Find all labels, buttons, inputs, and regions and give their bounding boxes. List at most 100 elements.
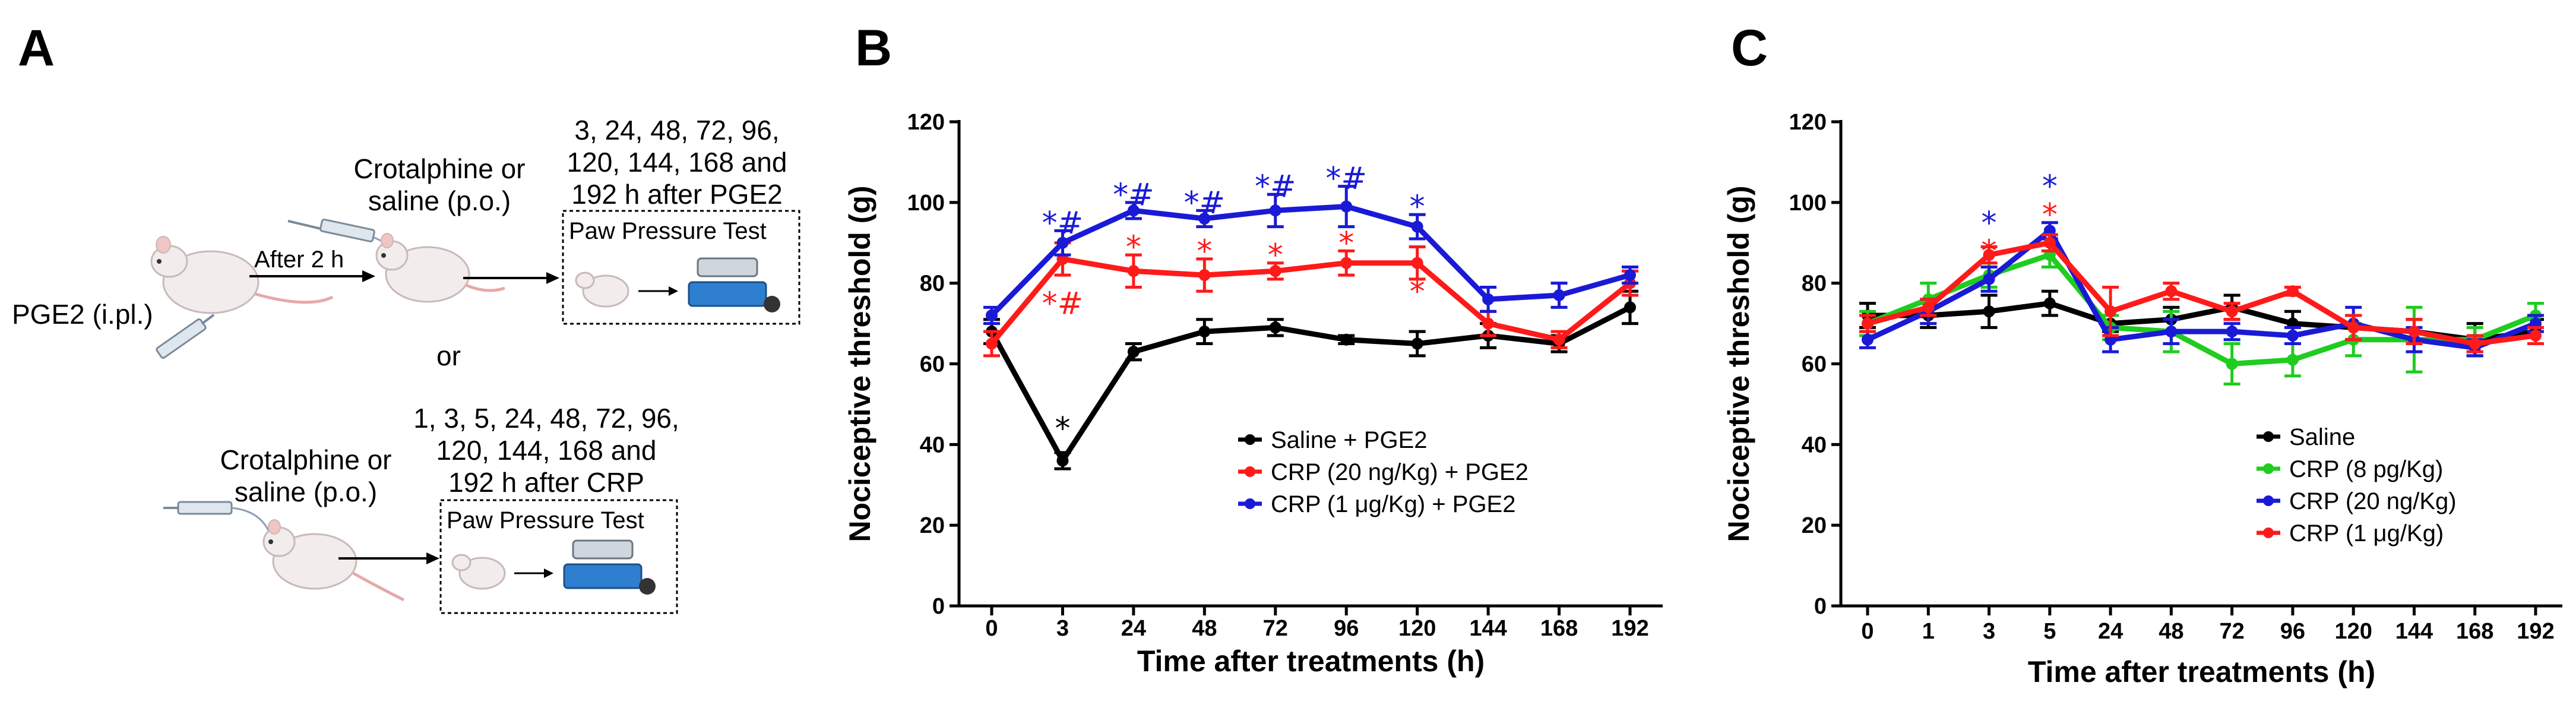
- y-tick-label: 80: [1802, 271, 1827, 296]
- x-tick-label: 0: [985, 616, 998, 641]
- top-drug-line-1: Crotalphine or: [354, 153, 526, 184]
- significance-marker: *: [1982, 233, 1997, 269]
- data-point: [2165, 285, 2178, 298]
- to-test-arrowhead: [546, 272, 559, 284]
- data-point: [1553, 289, 1565, 302]
- pge2-label: PGE2 (i.pl.): [12, 299, 153, 330]
- mouse-icon: [451, 554, 506, 590]
- x-tick-label: 192: [2517, 619, 2554, 644]
- mouse-icon: [575, 271, 629, 308]
- data-point: [1411, 220, 1423, 233]
- y-tick-label: 100: [907, 191, 945, 216]
- data-point: [1482, 317, 1495, 330]
- pge2-syringe-icon: [156, 314, 215, 359]
- series-line: [1866, 228, 2537, 350]
- y-tick-label: 40: [920, 432, 945, 457]
- data-point: [1624, 301, 1636, 314]
- oral-syringe-icon: [163, 501, 271, 535]
- significance-marker: *: [1268, 238, 1283, 273]
- series-line: [1866, 240, 2536, 347]
- bottom-drug-line-2: saline (p.o.): [235, 476, 377, 507]
- y-tick-label: 40: [1802, 432, 1827, 457]
- data-point: [1127, 265, 1140, 277]
- x-tick-label: 168: [1540, 616, 1578, 641]
- bottom-timing-line-2: 120, 144, 168 and: [436, 435, 657, 466]
- data-point: [2286, 353, 2299, 366]
- bottom-paw-pressure-label: Paw Pressure Test: [447, 507, 644, 533]
- data-point: [1624, 269, 1636, 282]
- significance-marker: *: [1410, 274, 1425, 309]
- data-point: [2469, 337, 2481, 350]
- x-tick-label: 144: [1469, 616, 1507, 641]
- data-point: [1269, 265, 1281, 277]
- after-2h-label: After 2 h: [254, 247, 344, 273]
- y-tick-label: 120: [907, 110, 945, 135]
- data-point: [1340, 333, 1353, 346]
- data-point: [2286, 329, 2299, 342]
- x-tick-label: 120: [1398, 616, 1436, 641]
- significance-marker: *#: [1325, 161, 1367, 197]
- x-tick-label: 24: [1121, 616, 1146, 641]
- series-line: [989, 204, 1631, 318]
- y-axis-title: Nociceptive threshold (g): [1722, 185, 1755, 542]
- legend-swatch-marker: [2263, 528, 2274, 538]
- legend-swatch-marker: [1245, 498, 1255, 509]
- panel-a-letter: A: [18, 20, 55, 77]
- bottom-drug-line-1: Crotalphine or: [220, 444, 392, 475]
- top-timing-line-3: 192 h after PGE2: [571, 179, 782, 210]
- y-tick-label: 80: [920, 271, 945, 296]
- legend-swatch-marker: [2263, 463, 2274, 474]
- data-point: [1411, 337, 1423, 350]
- y-tick-label: 100: [1789, 191, 1827, 216]
- significance-marker: *: [1197, 233, 1212, 269]
- data-point: [1269, 204, 1281, 217]
- x-tick-label: 72: [2219, 619, 2244, 644]
- data-point: [2043, 236, 2056, 249]
- series-line: [989, 256, 1632, 346]
- significance-marker: *: [2042, 197, 2058, 233]
- or-label: or: [436, 340, 461, 371]
- significance-marker: *: [1126, 230, 1141, 266]
- legend-label: CRP (20 ng/Kg) + PGE2: [1271, 459, 1528, 485]
- significance-marker: *#: [1255, 169, 1296, 205]
- data-point: [986, 309, 998, 321]
- significance-marker: *#: [1042, 286, 1084, 322]
- top-timing-line-2: 120, 144, 168 and: [567, 147, 787, 178]
- data-point: [1340, 257, 1353, 269]
- data-point: [1862, 333, 1874, 346]
- x-tick-label: 96: [2280, 619, 2305, 644]
- data-point: [1553, 333, 1565, 346]
- y-tick-label: 0: [932, 594, 945, 619]
- top-timing-line-1: 3, 24, 48, 72, 96,: [574, 115, 779, 146]
- chart-c: 0 20 40 60 80 100 120 0 1 3 5 24 48 72 96 120 144 168 192 T…: [1722, 110, 2562, 688]
- x-tick-label: 48: [1192, 616, 1217, 641]
- significance-marker: *: [1055, 411, 1070, 447]
- data-point: [2347, 321, 2360, 334]
- data-point: [2286, 285, 2299, 298]
- legend-label: CRP (20 ng/Kg): [2289, 488, 2457, 514]
- data-point: [1862, 317, 1874, 330]
- top-drug-line-2: saline (p.o.): [368, 185, 511, 216]
- legend-swatch-marker: [2263, 431, 2274, 442]
- x-axis-title: Time after treatments (h): [1137, 645, 1485, 678]
- analgesimeter-icon: [688, 257, 780, 312]
- x-tick-label: 120: [2334, 619, 2372, 644]
- legend-label: Saline: [2289, 424, 2355, 450]
- legend-label: CRP (1 μg/Kg): [2289, 520, 2444, 547]
- bottom-to-test-arrowhead: [426, 552, 439, 564]
- panel-b-letter: B: [855, 20, 892, 77]
- data-point: [1198, 269, 1211, 282]
- x-tick-label: 144: [2395, 619, 2433, 644]
- data-point: [1983, 273, 1995, 285]
- y-tick-label: 120: [1789, 110, 1827, 135]
- data-point: [1269, 321, 1281, 334]
- y-tick-label: 60: [920, 352, 945, 377]
- panel-c-letter: C: [1731, 20, 1768, 77]
- significance-marker: *: [1982, 206, 1997, 241]
- mouse-icon: [262, 519, 405, 602]
- data-point: [1198, 213, 1211, 225]
- mouse-icon: [375, 233, 505, 303]
- x-tick-label: 3: [1983, 619, 1995, 644]
- data-point: [2530, 329, 2542, 342]
